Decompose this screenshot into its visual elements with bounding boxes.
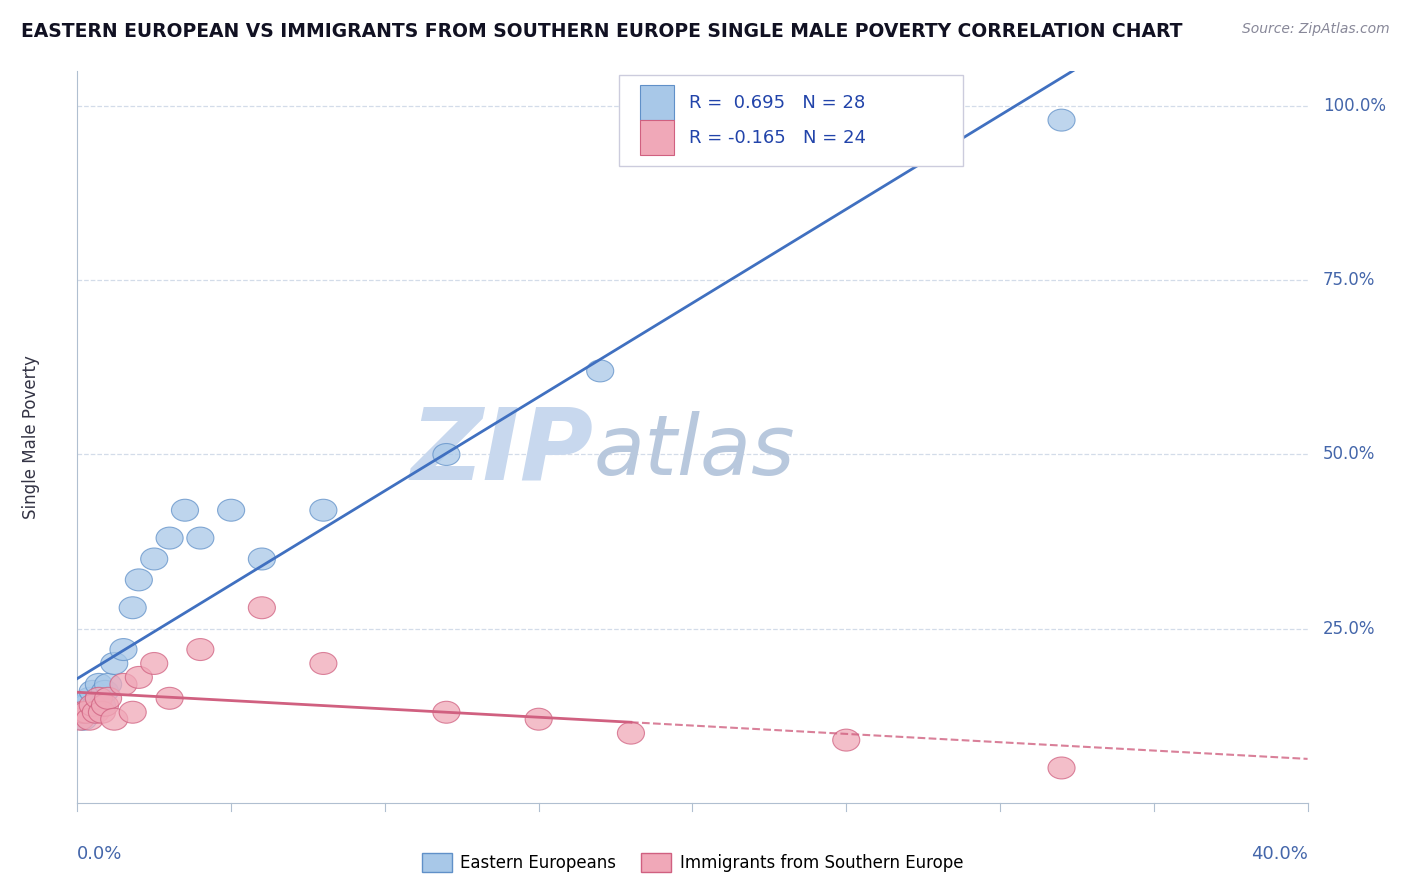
Ellipse shape xyxy=(86,688,112,709)
Text: 50.0%: 50.0% xyxy=(1323,445,1375,464)
Ellipse shape xyxy=(526,708,553,731)
Text: 40.0%: 40.0% xyxy=(1251,845,1308,863)
FancyBboxPatch shape xyxy=(619,75,963,167)
Ellipse shape xyxy=(89,701,115,723)
Ellipse shape xyxy=(101,708,128,731)
Ellipse shape xyxy=(101,653,128,674)
Ellipse shape xyxy=(832,729,860,751)
Ellipse shape xyxy=(172,500,198,521)
Ellipse shape xyxy=(70,708,97,731)
Ellipse shape xyxy=(120,597,146,619)
Legend: Eastern Europeans, Immigrants from Southern Europe: Eastern Europeans, Immigrants from South… xyxy=(415,846,970,879)
Ellipse shape xyxy=(249,548,276,570)
Ellipse shape xyxy=(94,673,122,696)
Text: Single Male Poverty: Single Male Poverty xyxy=(21,355,39,519)
Ellipse shape xyxy=(70,701,97,723)
Ellipse shape xyxy=(73,701,100,723)
Ellipse shape xyxy=(249,597,276,619)
Ellipse shape xyxy=(120,701,146,723)
Ellipse shape xyxy=(156,688,183,709)
Ellipse shape xyxy=(86,688,112,709)
Ellipse shape xyxy=(76,688,103,709)
Text: 0.0%: 0.0% xyxy=(77,845,122,863)
Ellipse shape xyxy=(79,694,107,716)
Ellipse shape xyxy=(76,708,103,731)
Ellipse shape xyxy=(91,694,118,716)
Text: EASTERN EUROPEAN VS IMMIGRANTS FROM SOUTHERN EUROPE SINGLE MALE POVERTY CORRELAT: EASTERN EUROPEAN VS IMMIGRANTS FROM SOUT… xyxy=(21,22,1182,41)
Ellipse shape xyxy=(91,681,118,702)
Ellipse shape xyxy=(1047,109,1076,131)
Ellipse shape xyxy=(141,548,167,570)
Ellipse shape xyxy=(125,569,152,591)
Ellipse shape xyxy=(70,694,97,716)
Ellipse shape xyxy=(433,701,460,723)
Text: 25.0%: 25.0% xyxy=(1323,620,1375,638)
Ellipse shape xyxy=(309,653,337,674)
Ellipse shape xyxy=(73,701,100,723)
Ellipse shape xyxy=(79,681,107,702)
Ellipse shape xyxy=(617,723,644,744)
Ellipse shape xyxy=(73,694,100,716)
Text: 100.0%: 100.0% xyxy=(1323,97,1386,115)
Ellipse shape xyxy=(586,360,614,382)
Ellipse shape xyxy=(110,673,136,696)
Text: Source: ZipAtlas.com: Source: ZipAtlas.com xyxy=(1241,22,1389,37)
Ellipse shape xyxy=(218,500,245,521)
Text: R =  0.695   N = 28: R = 0.695 N = 28 xyxy=(689,94,865,112)
Ellipse shape xyxy=(433,443,460,466)
Ellipse shape xyxy=(1047,757,1076,779)
Ellipse shape xyxy=(187,639,214,660)
Ellipse shape xyxy=(67,708,94,731)
Ellipse shape xyxy=(67,701,94,723)
Ellipse shape xyxy=(82,694,110,716)
Ellipse shape xyxy=(309,500,337,521)
Text: ZIP: ZIP xyxy=(411,403,595,500)
Ellipse shape xyxy=(110,639,136,660)
FancyBboxPatch shape xyxy=(640,120,673,155)
FancyBboxPatch shape xyxy=(640,86,673,120)
Ellipse shape xyxy=(187,527,214,549)
Ellipse shape xyxy=(82,701,110,723)
Ellipse shape xyxy=(94,688,122,709)
Text: R = -0.165   N = 24: R = -0.165 N = 24 xyxy=(689,129,866,147)
Ellipse shape xyxy=(141,653,167,674)
Ellipse shape xyxy=(125,666,152,689)
Text: atlas: atlas xyxy=(595,411,796,492)
Text: 75.0%: 75.0% xyxy=(1323,271,1375,289)
Ellipse shape xyxy=(89,694,115,716)
Ellipse shape xyxy=(156,527,183,549)
Ellipse shape xyxy=(79,701,107,723)
Ellipse shape xyxy=(86,673,112,696)
